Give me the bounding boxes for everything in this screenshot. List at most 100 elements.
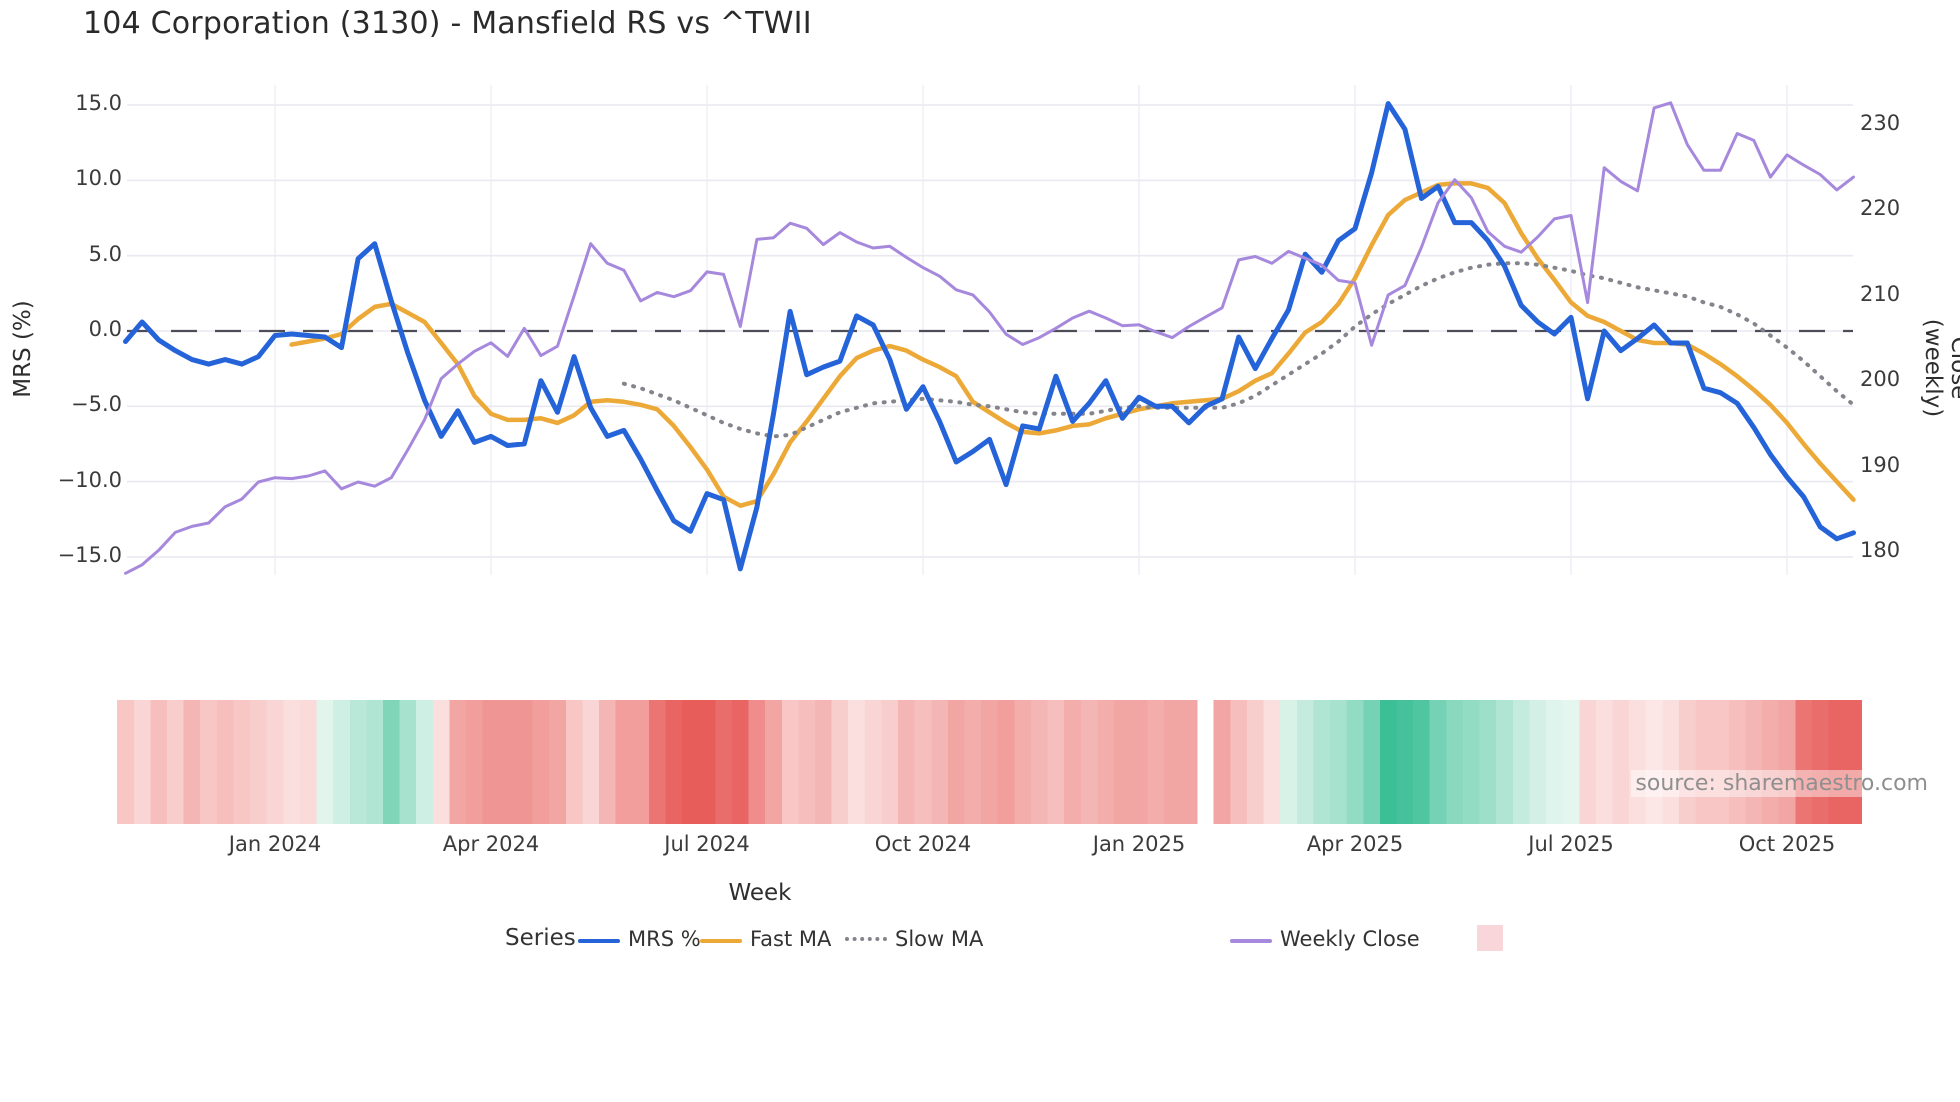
series-lines bbox=[123, 101, 1856, 575]
heatmap-cell bbox=[1795, 700, 1813, 824]
heatmap-cell bbox=[981, 700, 998, 824]
heatmap-cell bbox=[1030, 700, 1048, 824]
heatmap-cell bbox=[1163, 700, 1181, 824]
heatmap-cell bbox=[366, 700, 384, 824]
x-tick-label: Oct 2025 bbox=[1738, 832, 1836, 856]
heatmap-cell bbox=[648, 700, 666, 824]
heatmap-cell bbox=[748, 700, 766, 824]
heatmap-cell bbox=[1246, 700, 1264, 824]
heatmap-cell bbox=[881, 700, 899, 824]
heatmap-cell bbox=[216, 700, 234, 824]
heatmap-cell bbox=[931, 700, 949, 824]
series-line-fast-ma bbox=[289, 181, 1856, 508]
left-tick-label: −15.0 bbox=[57, 542, 122, 567]
legend-item-label: Fast MA bbox=[750, 927, 832, 951]
legend-swatch-line bbox=[578, 939, 620, 943]
heatmap-cell bbox=[1280, 700, 1297, 824]
heatmap-cell bbox=[1014, 700, 1032, 824]
heatmap-cell bbox=[582, 700, 600, 824]
chart-title: 104 Corporation (3130) - Mansfield RS vs… bbox=[83, 6, 812, 41]
left-tick-label: 0.0 bbox=[88, 317, 122, 341]
heatmap-cell bbox=[1064, 700, 1082, 824]
heatmap-cell bbox=[1579, 700, 1597, 824]
heatmap-cell bbox=[482, 700, 500, 824]
heatmap-cell bbox=[715, 700, 733, 824]
heatmap-cell bbox=[898, 700, 915, 824]
heatmap-cell bbox=[1446, 700, 1464, 824]
legend-swatch-dotted-line bbox=[845, 937, 887, 941]
heatmap-cell bbox=[150, 700, 168, 824]
heatmap-cell bbox=[399, 700, 417, 824]
heatmap-cell bbox=[1662, 700, 1680, 824]
heatmap-cell bbox=[1595, 700, 1613, 824]
heatmap-cell bbox=[266, 700, 284, 824]
source-note: source: sharemaestro.com bbox=[1580, 770, 1932, 797]
heatmap-cell bbox=[914, 700, 932, 824]
legend-item-label: MRS % bbox=[628, 927, 701, 951]
heatmap-cell bbox=[499, 700, 517, 824]
heatmap-cell bbox=[1180, 700, 1198, 824]
heatmap-cell bbox=[1845, 700, 1862, 824]
left-tick-label: −5.0 bbox=[71, 392, 122, 417]
legend-item-label: Slow MA bbox=[895, 927, 984, 951]
heatmap-cell bbox=[233, 700, 251, 824]
legend-title: Series bbox=[505, 925, 576, 951]
heatmap-cell bbox=[798, 700, 816, 824]
heatmap-cell bbox=[1745, 700, 1763, 824]
heatmap-cell bbox=[166, 700, 184, 824]
heatmap-cell bbox=[466, 700, 483, 824]
heatmap-cell bbox=[549, 700, 566, 824]
heatmap-cell bbox=[515, 700, 533, 824]
heatmap-cell bbox=[731, 700, 749, 824]
heatmap-cell bbox=[283, 700, 301, 824]
heatmap-cell bbox=[598, 700, 616, 824]
heatmap-cell bbox=[765, 700, 782, 824]
x-tick-label: Oct 2024 bbox=[874, 832, 972, 856]
heatmap-cell bbox=[1811, 700, 1829, 824]
heatmap-cell bbox=[1512, 700, 1530, 824]
heatmap-cell bbox=[1496, 700, 1513, 824]
heatmap-cell bbox=[1213, 700, 1231, 824]
heatmap-cell bbox=[864, 700, 882, 824]
left-tick-label: −10.0 bbox=[57, 467, 122, 492]
heatmap-cell bbox=[183, 700, 201, 824]
heatmap-cell bbox=[1080, 700, 1098, 824]
heatmap-cell bbox=[1762, 700, 1779, 824]
heatmap-cell bbox=[316, 700, 334, 824]
heatmap-cell bbox=[250, 700, 267, 824]
heatmap-cell bbox=[1562, 700, 1580, 824]
heatmap-cell bbox=[781, 700, 799, 824]
right-tick-label: 210 bbox=[1860, 281, 1901, 306]
x-tick-label: Jan 2025 bbox=[1092, 832, 1186, 856]
heatmap-cell bbox=[1363, 700, 1381, 824]
heatmap-cell bbox=[1379, 700, 1397, 824]
x-tick-label: Jan 2024 bbox=[228, 832, 322, 856]
heatmap-cell bbox=[200, 700, 218, 824]
x-tick-label: Jul 2024 bbox=[664, 832, 750, 856]
heatmap-cell bbox=[449, 700, 467, 824]
heatmap-cell bbox=[1462, 700, 1480, 824]
heatmap-cell bbox=[1230, 700, 1248, 824]
heatmap-cell bbox=[1047, 700, 1065, 824]
heatmap-cell bbox=[1546, 700, 1563, 824]
right-tick-label: 190 bbox=[1860, 452, 1901, 477]
heatmap-cell bbox=[1263, 700, 1281, 824]
heatmap-cell bbox=[333, 700, 350, 824]
heatmap-cell bbox=[1728, 700, 1746, 824]
heatmap-cell bbox=[1695, 700, 1713, 824]
series-line-mrs- bbox=[123, 101, 1856, 572]
heatmap-cell bbox=[997, 700, 1015, 824]
heatmap-cell bbox=[1712, 700, 1729, 824]
heatmap-cell bbox=[814, 700, 832, 824]
x-tick-label: Apr 2024 bbox=[442, 832, 540, 856]
heatmap-cell bbox=[1147, 700, 1165, 824]
heatmap-cell bbox=[1429, 700, 1447, 824]
horizontal-gridlines bbox=[127, 104, 1853, 558]
right-axis-title: Close (weekly) bbox=[1920, 318, 1960, 418]
legend-item-label: Weekly Close bbox=[1280, 927, 1420, 951]
heatmap-cell bbox=[947, 700, 965, 824]
heatmap-cell bbox=[1097, 700, 1115, 824]
heatmap-cell bbox=[1130, 700, 1148, 824]
